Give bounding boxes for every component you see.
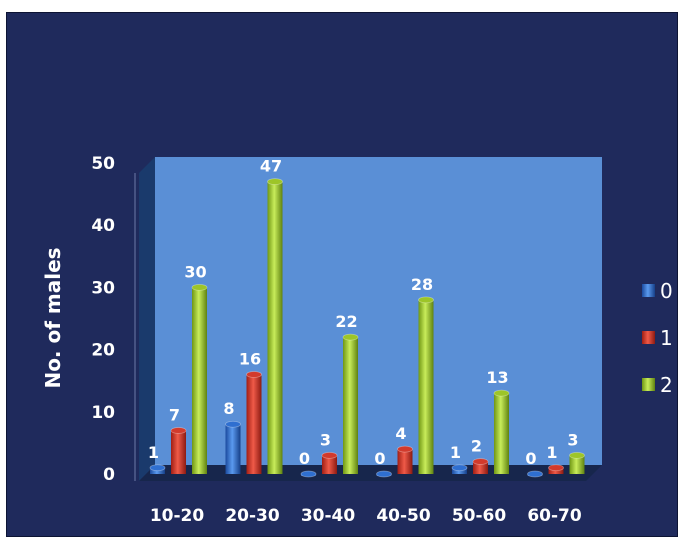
bar [397,445,413,474]
legend-swatch [642,331,655,344]
data-label: 13 [486,368,508,387]
bar-top [418,296,434,304]
y-tick-label: 20 [91,341,115,361]
bar [527,470,543,478]
y-axis-title: No. of males [41,247,65,388]
bar-body [343,337,358,474]
bar [225,420,241,474]
legend-swatch [642,284,655,297]
data-label: 4 [395,424,406,443]
bar [493,389,510,474]
bar [321,451,338,474]
bar-body [171,430,186,474]
bar-top [493,389,510,397]
x-tick-label: 30-40 [301,506,356,526]
bar [472,458,489,474]
data-label: 8 [223,399,234,418]
bars [149,178,585,478]
bar-top [342,333,359,341]
bar-top [527,470,543,478]
bar-top [267,178,283,186]
legend-swatch [642,378,655,391]
bar [149,464,166,474]
y-tick-label: 50 [91,154,115,174]
y-tick-label: 40 [91,216,115,236]
bar-top [472,458,489,465]
bar [569,451,585,474]
bar-body [192,287,207,474]
data-label: 0 [299,449,310,468]
bar-body [548,467,564,474]
bar [451,464,468,474]
x-tick-label: 50-60 [452,506,507,526]
data-label: 30 [184,262,206,281]
bar-top [300,470,317,478]
bar [548,464,564,474]
data-label: 0 [374,449,385,468]
bar-top [376,470,392,478]
bar [246,371,262,474]
bar-top [225,420,241,428]
legend-label: 1 [660,326,673,350]
bar-top [191,283,208,291]
x-tick-label: 40-50 [376,506,431,526]
bar-body [418,299,434,474]
x-tick-label: 10-20 [150,506,205,526]
bar-body [397,449,413,474]
bar-body [569,455,585,474]
x-tick-label: 60-70 [527,506,582,526]
bar [376,470,392,478]
bar-body [452,467,467,474]
plot-side-wall [139,157,155,481]
data-label: 2 [471,437,482,456]
y-tick-label: 10 [91,403,115,423]
data-label: 16 [239,349,261,368]
bar [342,333,359,474]
legend-label: 0 [660,279,673,303]
data-label: 1 [148,443,159,462]
bar [300,470,317,478]
bar-top [170,427,187,434]
y-tick-label: 30 [91,278,115,298]
data-label: 3 [567,430,578,449]
bar-body [225,424,241,474]
chart-background: 0 10 20 30 40 50 1 7 30 8 16 47 0 3 22 0 4 28 1 2 13 0 1 3 10-… [6,12,678,537]
bar-body [494,393,509,474]
bar-top [149,464,166,472]
bar-top [451,464,468,472]
bar [418,296,434,474]
data-label: 28 [411,275,433,294]
data-label: 7 [169,405,180,424]
bar [267,178,283,474]
x-axis-labels: 10-20 20-30 30-40 40-50 50-60 60-70 [150,506,582,526]
bar-top [246,371,262,378]
bar-top [548,464,564,472]
bar-body [246,374,262,474]
x-tick-label: 20-30 [225,506,280,526]
data-label: 47 [260,157,282,176]
data-label: 1 [546,443,557,462]
bar-top [321,451,338,459]
bar [191,283,208,474]
data-label: 1 [450,443,461,462]
bar-top [569,451,585,459]
plot-back-wall [155,157,602,465]
y-tick-label: 0 [103,465,115,485]
data-label: 0 [525,449,536,468]
bar-body [267,181,283,474]
legend-label: 2 [660,373,673,397]
bar-body [473,461,488,474]
legend: 0 1 2 [642,279,673,397]
data-label: 22 [335,312,357,331]
data-label: 3 [320,430,331,449]
bar-body [322,455,337,474]
y-axis-ticks: 0 10 20 30 40 50 [91,154,115,485]
bar-top [397,445,413,453]
bar-body [150,467,165,474]
bar [170,427,187,474]
